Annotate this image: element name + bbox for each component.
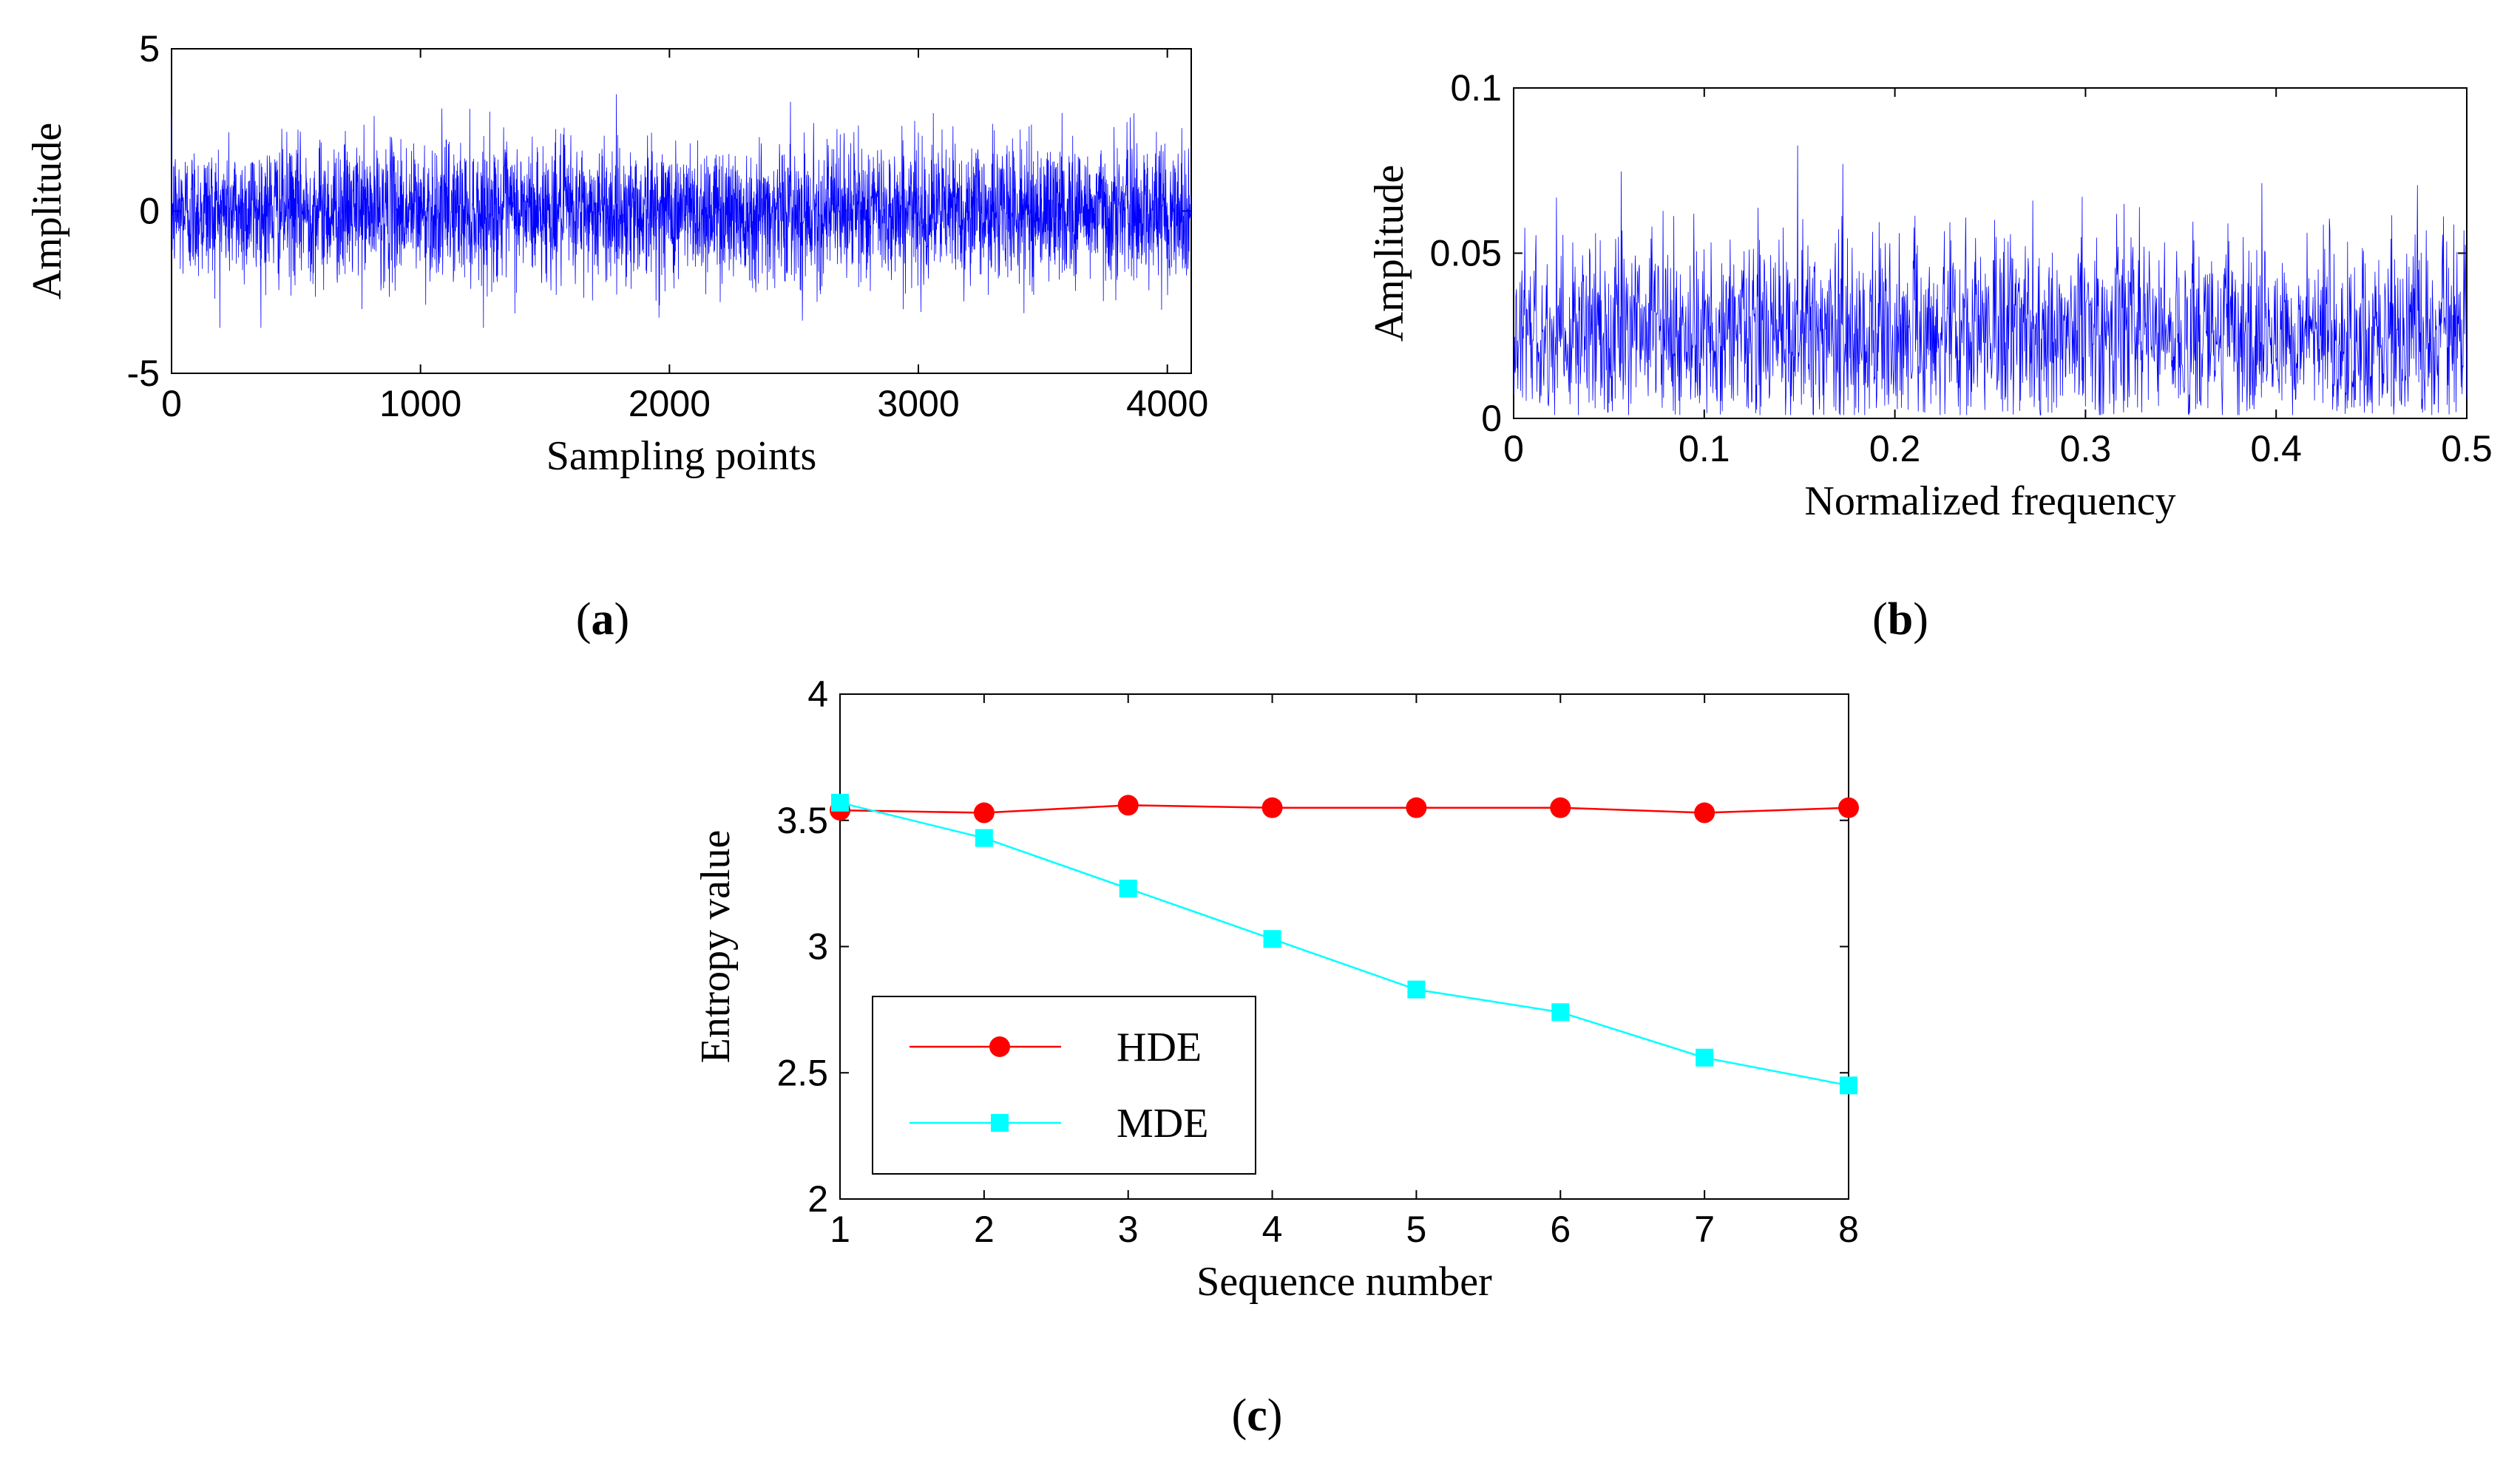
mde-point — [1407, 980, 1426, 999]
x-tick-label: 3000 — [877, 383, 959, 424]
x-tick-label: 7 — [1694, 1209, 1715, 1250]
mde-point — [831, 793, 849, 812]
panel-b: 0 0.1 0.2 0.3 0.4 0.5 0 0.05 0.1 Normalized frequ… — [1366, 67, 2493, 645]
y-axis-label: Amplitude — [24, 123, 70, 300]
hde-series-line — [839, 804, 1849, 814]
x-tick-label: 0.4 — [2250, 428, 2302, 469]
y-tick-label: 5 — [139, 28, 160, 69]
x-axis-label: Sampling points — [546, 433, 817, 479]
legend-box — [872, 996, 1256, 1175]
caption-paren-open: ( — [1872, 594, 1888, 645]
plot-frame — [1513, 87, 2468, 419]
mde-point — [1840, 1076, 1857, 1095]
hde-point — [973, 802, 995, 823]
x-tick-label: 3 — [1118, 1209, 1139, 1250]
hde-point — [1550, 797, 1571, 818]
hde-point — [1117, 795, 1139, 816]
panel-caption: (b) — [1872, 594, 1928, 645]
mde-point — [1119, 879, 1137, 897]
x-tick-label: 6 — [1550, 1209, 1571, 1250]
caption-paren-close: ) — [1267, 1390, 1283, 1441]
x-axis-label: Sequence number — [1196, 1259, 1492, 1305]
signal-series-line — [171, 94, 1192, 328]
x-tick-label: 4000 — [1126, 383, 1208, 424]
x-tick-label: 5 — [1406, 1209, 1427, 1250]
x-tick-label: 0 — [1503, 428, 1524, 469]
y-axis-label: Entropy value — [693, 830, 739, 1064]
caption-paren-open: ( — [576, 594, 592, 645]
caption-paren-close: ) — [614, 594, 630, 645]
legend-marker-mde — [991, 1114, 1009, 1132]
caption-letter: c — [1247, 1390, 1267, 1441]
y-tick-label: 3.5 — [776, 800, 828, 841]
hde-point — [1406, 797, 1427, 818]
caption-letter: a — [592, 594, 614, 645]
x-tick-label: 4 — [1262, 1209, 1283, 1250]
legend-label-hde: HDE — [1117, 1025, 1202, 1070]
caption-paren-open: ( — [1232, 1390, 1247, 1441]
legend-label-mde: MDE — [1117, 1101, 1208, 1147]
y-tick-label: 0 — [1481, 398, 1502, 439]
hde-point — [1838, 797, 1859, 818]
y-tick-label: 0.1 — [1450, 67, 1502, 109]
x-tick-label: 2 — [974, 1209, 995, 1250]
x-tick-label: 8 — [1838, 1209, 1859, 1250]
mde-point — [1696, 1048, 1714, 1067]
legend-marker-hde — [989, 1036, 1010, 1057]
mde-point — [975, 829, 993, 847]
x-tick-label: 1000 — [379, 383, 461, 424]
y-tick-label: 2 — [807, 1178, 828, 1220]
x-tick-label: 1 — [830, 1209, 850, 1250]
x-tick-label: 0.2 — [1869, 428, 1921, 469]
mde-series-line — [839, 801, 1849, 1087]
x-tick-label: 0 — [161, 383, 182, 424]
caption-letter: b — [1888, 594, 1913, 645]
y-tick-label: 0 — [139, 191, 160, 232]
hde-point — [1261, 797, 1283, 818]
mde-point — [1263, 930, 1281, 948]
y-tick-label: 3 — [807, 926, 828, 968]
x-axis-label: Normalized frequency — [1804, 478, 2175, 524]
x-tick-label: 0.1 — [1679, 428, 1730, 469]
spectrum-series-line — [1513, 145, 2468, 415]
y-tick-label: 2.5 — [776, 1052, 828, 1093]
mde-point — [1551, 1003, 1570, 1022]
y-tick-label: -5 — [127, 353, 160, 394]
x-tick-label: 0.3 — [2060, 428, 2112, 469]
y-tick-label: 4 — [807, 673, 828, 715]
x-tick-label: 0.5 — [2441, 428, 2493, 469]
panel-caption: (c) — [1232, 1390, 1283, 1441]
caption-paren-close: ) — [1913, 594, 1928, 645]
x-tick-label: 2000 — [629, 383, 711, 424]
y-tick-label: 0.05 — [1430, 233, 1502, 274]
panel-caption: (a) — [576, 594, 629, 645]
hde-point — [1694, 802, 1715, 823]
y-axis-label: Amplitude — [1366, 165, 1412, 342]
